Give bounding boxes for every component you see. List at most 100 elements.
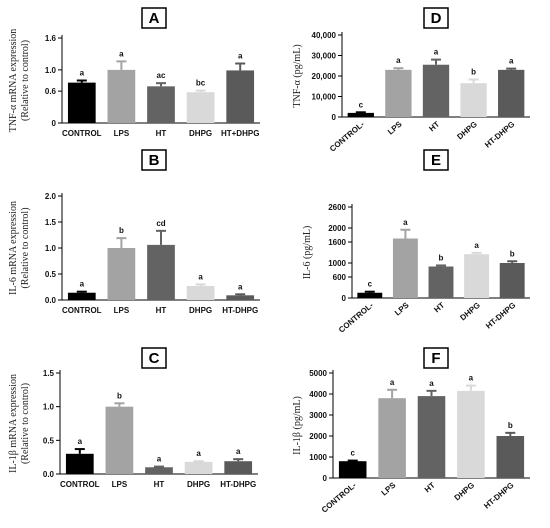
bar-ht-dhpg (226, 70, 255, 123)
significance-letter: a (403, 218, 408, 227)
bar-dhpg (186, 285, 215, 300)
x-category-label: LPS (386, 119, 404, 136)
y-tick-label: 2600 (328, 203, 346, 212)
bar-ht (147, 244, 175, 300)
panel-label: E (431, 152, 441, 169)
x-category-label: LPS (112, 480, 128, 489)
y-axis-label-line: TNF-α mRNA expression (8, 29, 19, 133)
significance-letter: a (509, 57, 514, 66)
y-axis-label-line: (Relative to control) (20, 40, 31, 121)
bar-lps (105, 406, 134, 474)
bar-lps (107, 248, 136, 300)
significance-letter: a (157, 455, 162, 464)
y-axis-label: IL-1β mRNA expression(Relative to contro… (8, 374, 31, 473)
significance-letter: a (238, 282, 243, 291)
y-tick-label: 40,000 (312, 31, 337, 40)
bar-control (67, 292, 96, 300)
bar-dhpg (457, 390, 485, 478)
x-category-label: CONTROL (62, 306, 102, 315)
x-category-label: DHPG (189, 129, 212, 138)
significance-letter: a (80, 69, 85, 78)
significance-letter: c (359, 100, 364, 109)
bar-ht-dhpg (498, 69, 525, 117)
bar-ht (145, 467, 173, 474)
x-category-label: CONTROL (62, 129, 102, 138)
y-tick-label: 600 (333, 273, 347, 282)
y-axis-label-line: (Relative to control) (20, 383, 31, 464)
x-category-label: LPS (114, 306, 130, 315)
bar-lps (378, 398, 406, 478)
y-axis-label: TNF-α mRNA expression(Relative to contro… (8, 29, 31, 133)
bar-ht-dhpg (499, 263, 525, 298)
x-category-label: LPS (114, 129, 130, 138)
panel-label-box (423, 347, 449, 369)
significance-letter: a (238, 52, 243, 61)
significance-letter: a (474, 241, 479, 250)
significance-letter: b (119, 226, 124, 235)
y-tick-label: 0 (323, 474, 328, 483)
panel-label: A (149, 10, 160, 27)
y-axis-label-line: IL-1β (pg/mL) (292, 396, 303, 455)
significance-letter: b (117, 391, 122, 400)
x-category-label: HT-DHPG (484, 301, 517, 331)
y-tick-label: 0.0 (45, 296, 57, 305)
bar-ht (417, 396, 446, 478)
y-tick-label: 1.0 (45, 244, 57, 253)
bar-ht (422, 64, 450, 117)
significance-letter: a (119, 49, 124, 58)
significance-letter: a (469, 374, 474, 383)
y-tick-label: 0.6 (45, 87, 57, 96)
y-tick-label: 2.0 (45, 192, 57, 201)
y-tick-label: 20,000 (312, 72, 337, 81)
y-tick-label: 1600 (328, 238, 346, 247)
x-category-label: HT-DHPG (482, 481, 515, 511)
bar-lps (107, 69, 136, 123)
y-tick-label: 5000 (309, 369, 327, 378)
y-tick-label: 2000 (328, 224, 346, 233)
significance-letter: a (390, 378, 395, 387)
significance-letter: a (198, 272, 203, 281)
significance-letter: bc (196, 79, 206, 88)
y-axis-label: IL-6 mRNA expression(Relative to control… (8, 201, 31, 295)
y-axis-label: IL-6 (pg/mL) (302, 226, 313, 280)
chart-panel-a: A 0 0.6 1.0 1.6 TNF-α mRNA expression(Relativ… (8, 7, 260, 138)
y-tick-label: 0 (342, 294, 347, 303)
bar-dhpg (186, 92, 215, 123)
bar-dhpg (464, 254, 490, 298)
panel-label: C (149, 350, 160, 367)
y-tick-label: 1000 (309, 453, 327, 462)
y-tick-label: 0 (332, 113, 337, 122)
significance-letter: b (471, 67, 476, 76)
x-category-label: DHPG (187, 480, 210, 489)
chart-panel-c: C 0.0 0.5 1.0 1.5 IL-1β mRNA expression(Relat… (8, 347, 258, 489)
bar-ht-dhpg (496, 436, 525, 478)
chart-panel-b: B 0.0 0.5 1.0 1.5 2.0 IL-6 mRNA expression(Rel… (8, 149, 260, 315)
x-category-label: HT (156, 129, 167, 138)
y-tick-label: 1000 (328, 259, 346, 268)
significance-letter: b (439, 253, 444, 262)
x-category-label: HT (423, 481, 437, 495)
bar-control (67, 82, 96, 123)
x-category-label: CONTROL- (328, 119, 366, 153)
significance-letter: b (508, 421, 513, 430)
significance-letter: c (368, 280, 373, 289)
significance-letter: a (429, 379, 434, 388)
panel-label-box (141, 7, 167, 29)
panel-label: D (431, 10, 442, 27)
significance-letter: a (236, 447, 241, 456)
x-category-label: HT (156, 306, 167, 315)
x-category-label: CONTROL (60, 480, 100, 489)
y-tick-label: 2000 (309, 432, 327, 441)
y-tick-label: 4000 (309, 390, 327, 399)
bar-control (65, 453, 94, 474)
panel-label-box (423, 7, 449, 29)
panel-label: F (431, 350, 440, 367)
y-axis-label-line: IL-6 (pg/mL) (302, 226, 313, 280)
bar-control- (357, 292, 383, 298)
bar-ht-dhpg (224, 461, 253, 474)
x-category-label: CONTROL- (337, 300, 375, 334)
panel-label-box (423, 149, 449, 171)
y-tick-label: 0.5 (43, 436, 55, 445)
y-tick-label: 30,000 (312, 52, 337, 61)
panel-label: B (149, 152, 160, 169)
